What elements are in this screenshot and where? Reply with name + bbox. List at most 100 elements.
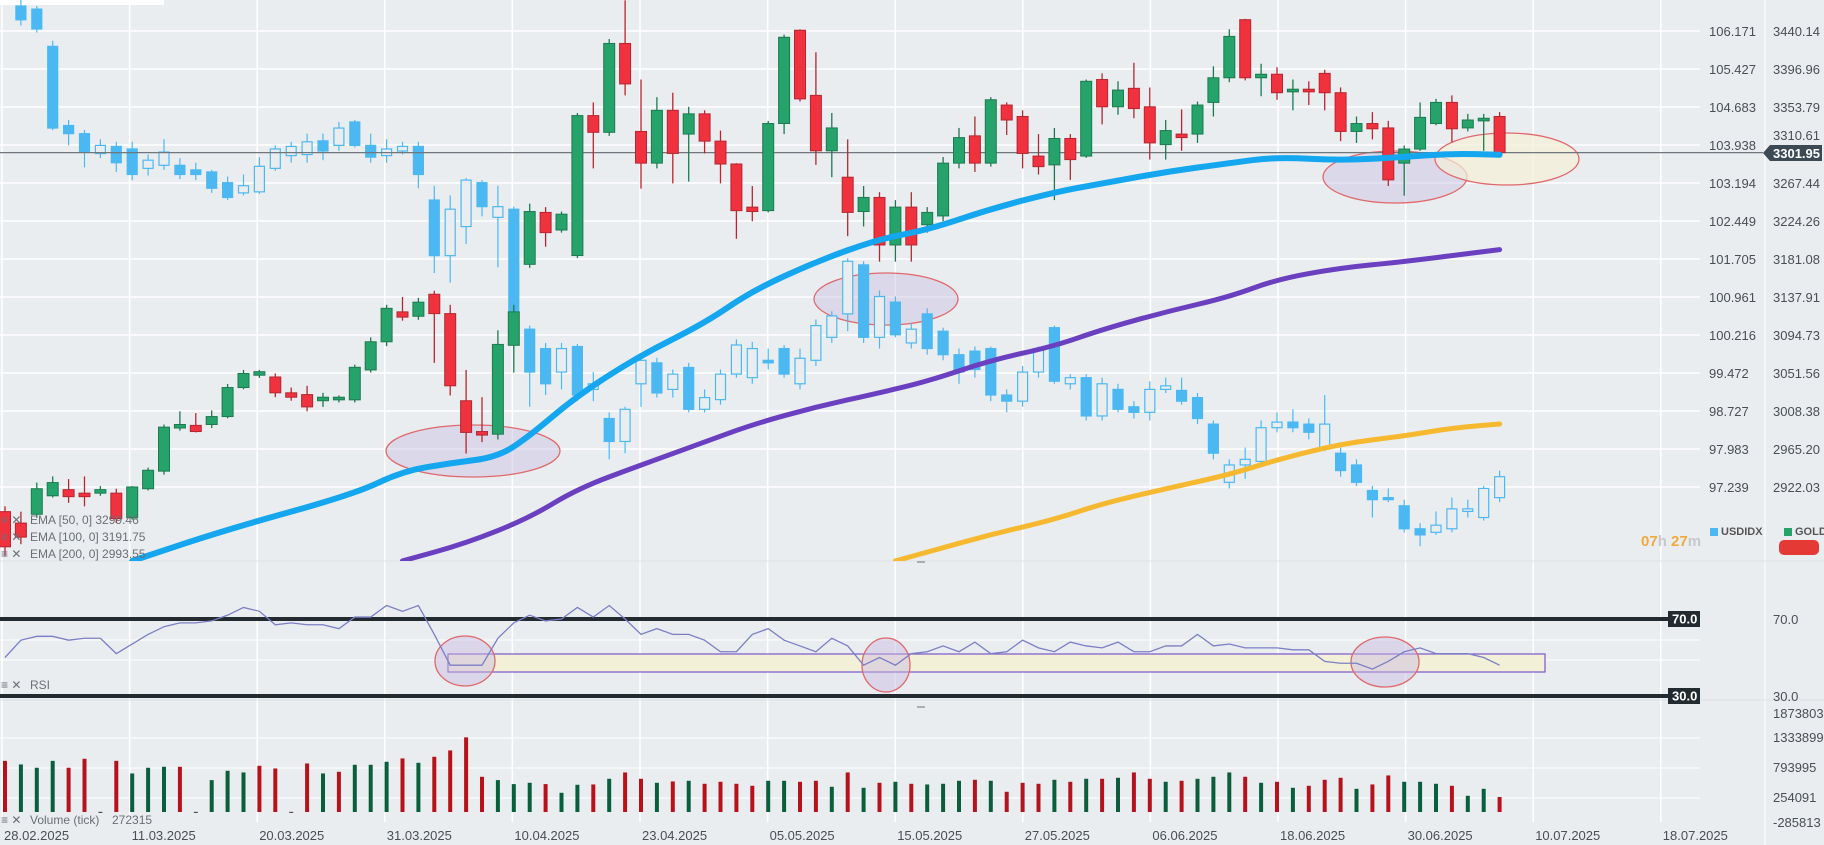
usdidx-body (126, 148, 138, 176)
usdidx-body (746, 347, 758, 379)
gold-price-pill[interactable] (1779, 540, 1819, 555)
volume-bar (1211, 776, 1216, 812)
volume-bar (972, 779, 977, 812)
usdidx-body (31, 8, 43, 30)
volume-bar (861, 787, 866, 812)
gold-candle (1175, 109, 1188, 151)
gold-axis-tick: 3440.14 (1773, 24, 1820, 39)
usdidx-candle (953, 348, 965, 384)
usdidx-body (1016, 371, 1029, 402)
volume-bar (702, 783, 707, 812)
usdidx-candle (826, 311, 838, 343)
gold-candle (666, 92, 679, 184)
volume-bar (289, 811, 294, 813)
volume-bar (34, 767, 39, 812)
usdidx-body (1128, 406, 1140, 413)
usdidx-candle (78, 130, 91, 168)
usdidx-candle (1064, 374, 1076, 390)
date-axis-tick: 18.06.2025 (1280, 828, 1345, 843)
gold-candle (682, 106, 695, 182)
volume-bar (1179, 780, 1184, 812)
usdidx-body (1382, 497, 1394, 501)
volume-bar (845, 772, 850, 812)
usdidx-candle (794, 348, 806, 390)
gold-body (491, 343, 504, 435)
gold-candle (1302, 81, 1315, 106)
gold-candle (555, 211, 568, 233)
volume-bar (1275, 781, 1279, 812)
gold-candle (587, 102, 600, 169)
ema-legend-icons: ≡ ✕ (1, 513, 21, 527)
usdidx-body (1478, 487, 1490, 519)
gold-candle (1445, 95, 1458, 143)
gold-body (698, 113, 711, 142)
gold-candle (730, 163, 743, 239)
usdidx-candle (15, 0, 27, 26)
usdidx-body (810, 324, 822, 361)
gold-candle (62, 479, 75, 503)
gold-body (523, 211, 536, 265)
usdidx-body (985, 347, 997, 396)
usdidx-candle (476, 180, 488, 217)
gold-body (1127, 87, 1140, 110)
legend-usdidx[interactable]: USDIDX (1710, 526, 1763, 538)
gold-body (603, 42, 616, 133)
usdidx-axis-tick: 97.239 (1709, 480, 1749, 495)
usdidx-body (1239, 458, 1251, 466)
volume-bar (1163, 781, 1168, 812)
usdidx-candle (1350, 459, 1363, 486)
usdidx-candle (349, 119, 361, 148)
usdidx-candle (412, 141, 424, 189)
gold-body (476, 431, 488, 436)
usdidx-body (444, 208, 456, 257)
gold-body (1080, 80, 1093, 157)
volume-bar (1147, 778, 1152, 812)
gold-body (746, 206, 759, 213)
gold-candle (1159, 120, 1172, 160)
gold-body (94, 489, 107, 494)
gold-body (158, 426, 170, 472)
gold-candle (476, 397, 488, 443)
usdidx-axis-tick: 99.472 (1709, 366, 1749, 381)
usdidx-axis-tick: 100.961 (1709, 290, 1756, 305)
usdidx-candle (1493, 470, 1506, 503)
usdidx-candle (1096, 377, 1108, 421)
usdidx-body (1255, 427, 1267, 462)
volume-bar (225, 770, 230, 812)
usdidx-body (1334, 452, 1347, 472)
gold-body (30, 488, 43, 515)
usdidx-candle (110, 141, 122, 172)
gold-candle (1112, 81, 1124, 115)
usdidx-candle (985, 346, 997, 402)
gold-body (714, 140, 727, 165)
gold-body (46, 482, 59, 497)
gold-candle (46, 476, 59, 498)
usdidx-body (158, 151, 170, 166)
gold-body (857, 196, 870, 213)
usdidx-candle (206, 169, 218, 193)
gold-body (968, 135, 981, 164)
legend-gold[interactable]: GOLD (1784, 526, 1824, 538)
volume-bar (384, 761, 389, 812)
usdidx-body (794, 357, 806, 385)
usdidx-candle (237, 174, 250, 196)
gold-candle (1334, 87, 1347, 142)
usdidx-candle (190, 162, 202, 181)
date-axis-tick: 06.06.2025 (1152, 828, 1217, 843)
volume-axis-tick: 1873803 (1773, 706, 1824, 721)
gold-body (841, 176, 854, 213)
gold-body (921, 211, 934, 226)
usdidx-body (47, 45, 59, 129)
volume-bar (575, 784, 580, 812)
gold-candle (364, 337, 377, 373)
gold-body (825, 127, 838, 152)
gold-body (1112, 89, 1124, 108)
gold-candle (1207, 66, 1220, 117)
usdidx-body (237, 185, 250, 194)
timer-m: m (1687, 533, 1702, 550)
top-left-panel (0, 0, 164, 5)
gold-body (1445, 101, 1458, 130)
usdidx-body (1446, 508, 1458, 530)
gold-candle (825, 112, 838, 178)
